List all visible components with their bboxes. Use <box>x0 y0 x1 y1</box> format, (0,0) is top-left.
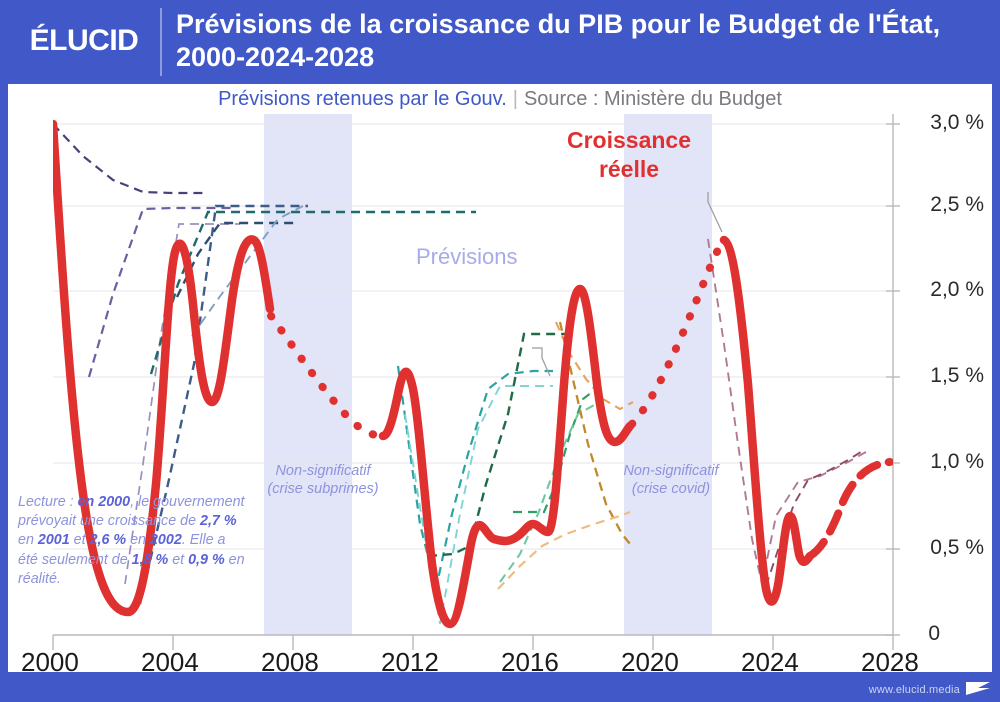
gridlines <box>53 123 893 550</box>
chart-svg <box>52 114 900 650</box>
forecast-lines-group <box>53 123 867 625</box>
elucid-logo: ÉLUCID <box>14 18 154 64</box>
real-growth-dotted-1 <box>267 312 387 440</box>
subtitle-right: Source : Ministère du Budget <box>523 88 782 110</box>
forecast-2011 <box>404 385 553 625</box>
leader-line-prevision <box>532 347 551 377</box>
label-croissance-reelle: Croissance réelle <box>566 127 691 182</box>
forecast-2001 <box>87 206 233 378</box>
forecast-2003 <box>138 204 308 605</box>
forecast-2016 <box>499 403 597 583</box>
lecture-note: Lecture : en 2000, le gouvernement prévo… <box>18 494 245 587</box>
y-tick-1-0: 1,0 % <box>930 450 984 473</box>
forecast-2010 <box>396 365 553 590</box>
forecast-2000 <box>53 123 203 195</box>
forecast-2013 <box>427 332 570 558</box>
real-growth-forecast-dashed <box>806 458 893 560</box>
y-tick-1-5: 1,5 % <box>930 364 984 387</box>
real-growth-solid-3 <box>719 235 815 606</box>
note-covid: Non-significatif (crise covid) <box>591 462 751 498</box>
y-tick-0: 0 <box>928 622 940 645</box>
note-covid-line1: Non-significatif <box>623 463 719 479</box>
band-subprimes <box>264 114 352 635</box>
real-growth-dotted-2 <box>628 236 728 428</box>
chart-plot-area <box>8 84 992 672</box>
logo-text: ÉLUCID <box>29 24 139 57</box>
band-covid <box>624 114 712 635</box>
note-covid-line2: (crise covid) <box>631 481 711 497</box>
forecast-2019 <box>497 511 631 590</box>
chart-card: Prévisions retenues par le Gouv. | Source … <box>8 84 992 677</box>
x-tick-marks <box>52 635 894 650</box>
page-title: Prévisions de la croissance du PIB pour … <box>176 9 941 72</box>
leader-line-reelle <box>707 192 723 233</box>
forecast-2005 <box>191 205 304 337</box>
y-tick-3-0: 3,0 % <box>930 111 984 134</box>
forecast-2008 <box>149 210 476 375</box>
real-growth-solid-2 <box>378 284 635 629</box>
chart-subtitle: Prévisions retenues par le Gouv. | Source … <box>8 88 992 111</box>
y-tick-2-0: 2,0 % <box>930 278 984 301</box>
forecast-2018 <box>558 321 631 545</box>
note-subprimes: Non-significatif (crise subprimes) <box>243 462 403 498</box>
real-growth-solid-1 <box>53 119 275 617</box>
elucid-flag-icon <box>966 682 990 695</box>
y-tick-2-5: 2,5 % <box>930 193 984 216</box>
forecast-2022 <box>707 238 867 585</box>
header-divider <box>160 8 162 76</box>
note-subprimes-line2: (crise subprimes) <box>267 481 379 497</box>
footer-bar: www.elucid.media <box>0 672 1000 702</box>
y-tick-0-5: 0,5 % <box>930 536 984 559</box>
label-previsions: Prévisions <box>416 244 518 269</box>
website-url: www.elucid.media <box>868 684 960 696</box>
note-subprimes-line1: Non-significatif <box>275 463 371 479</box>
header-bar: ÉLUCID Prévisions de la croissance du PI… <box>0 0 1000 84</box>
subtitle-left: Prévisions retenues par le Gouv. <box>218 88 507 110</box>
subtitle-separator: | <box>512 88 518 110</box>
